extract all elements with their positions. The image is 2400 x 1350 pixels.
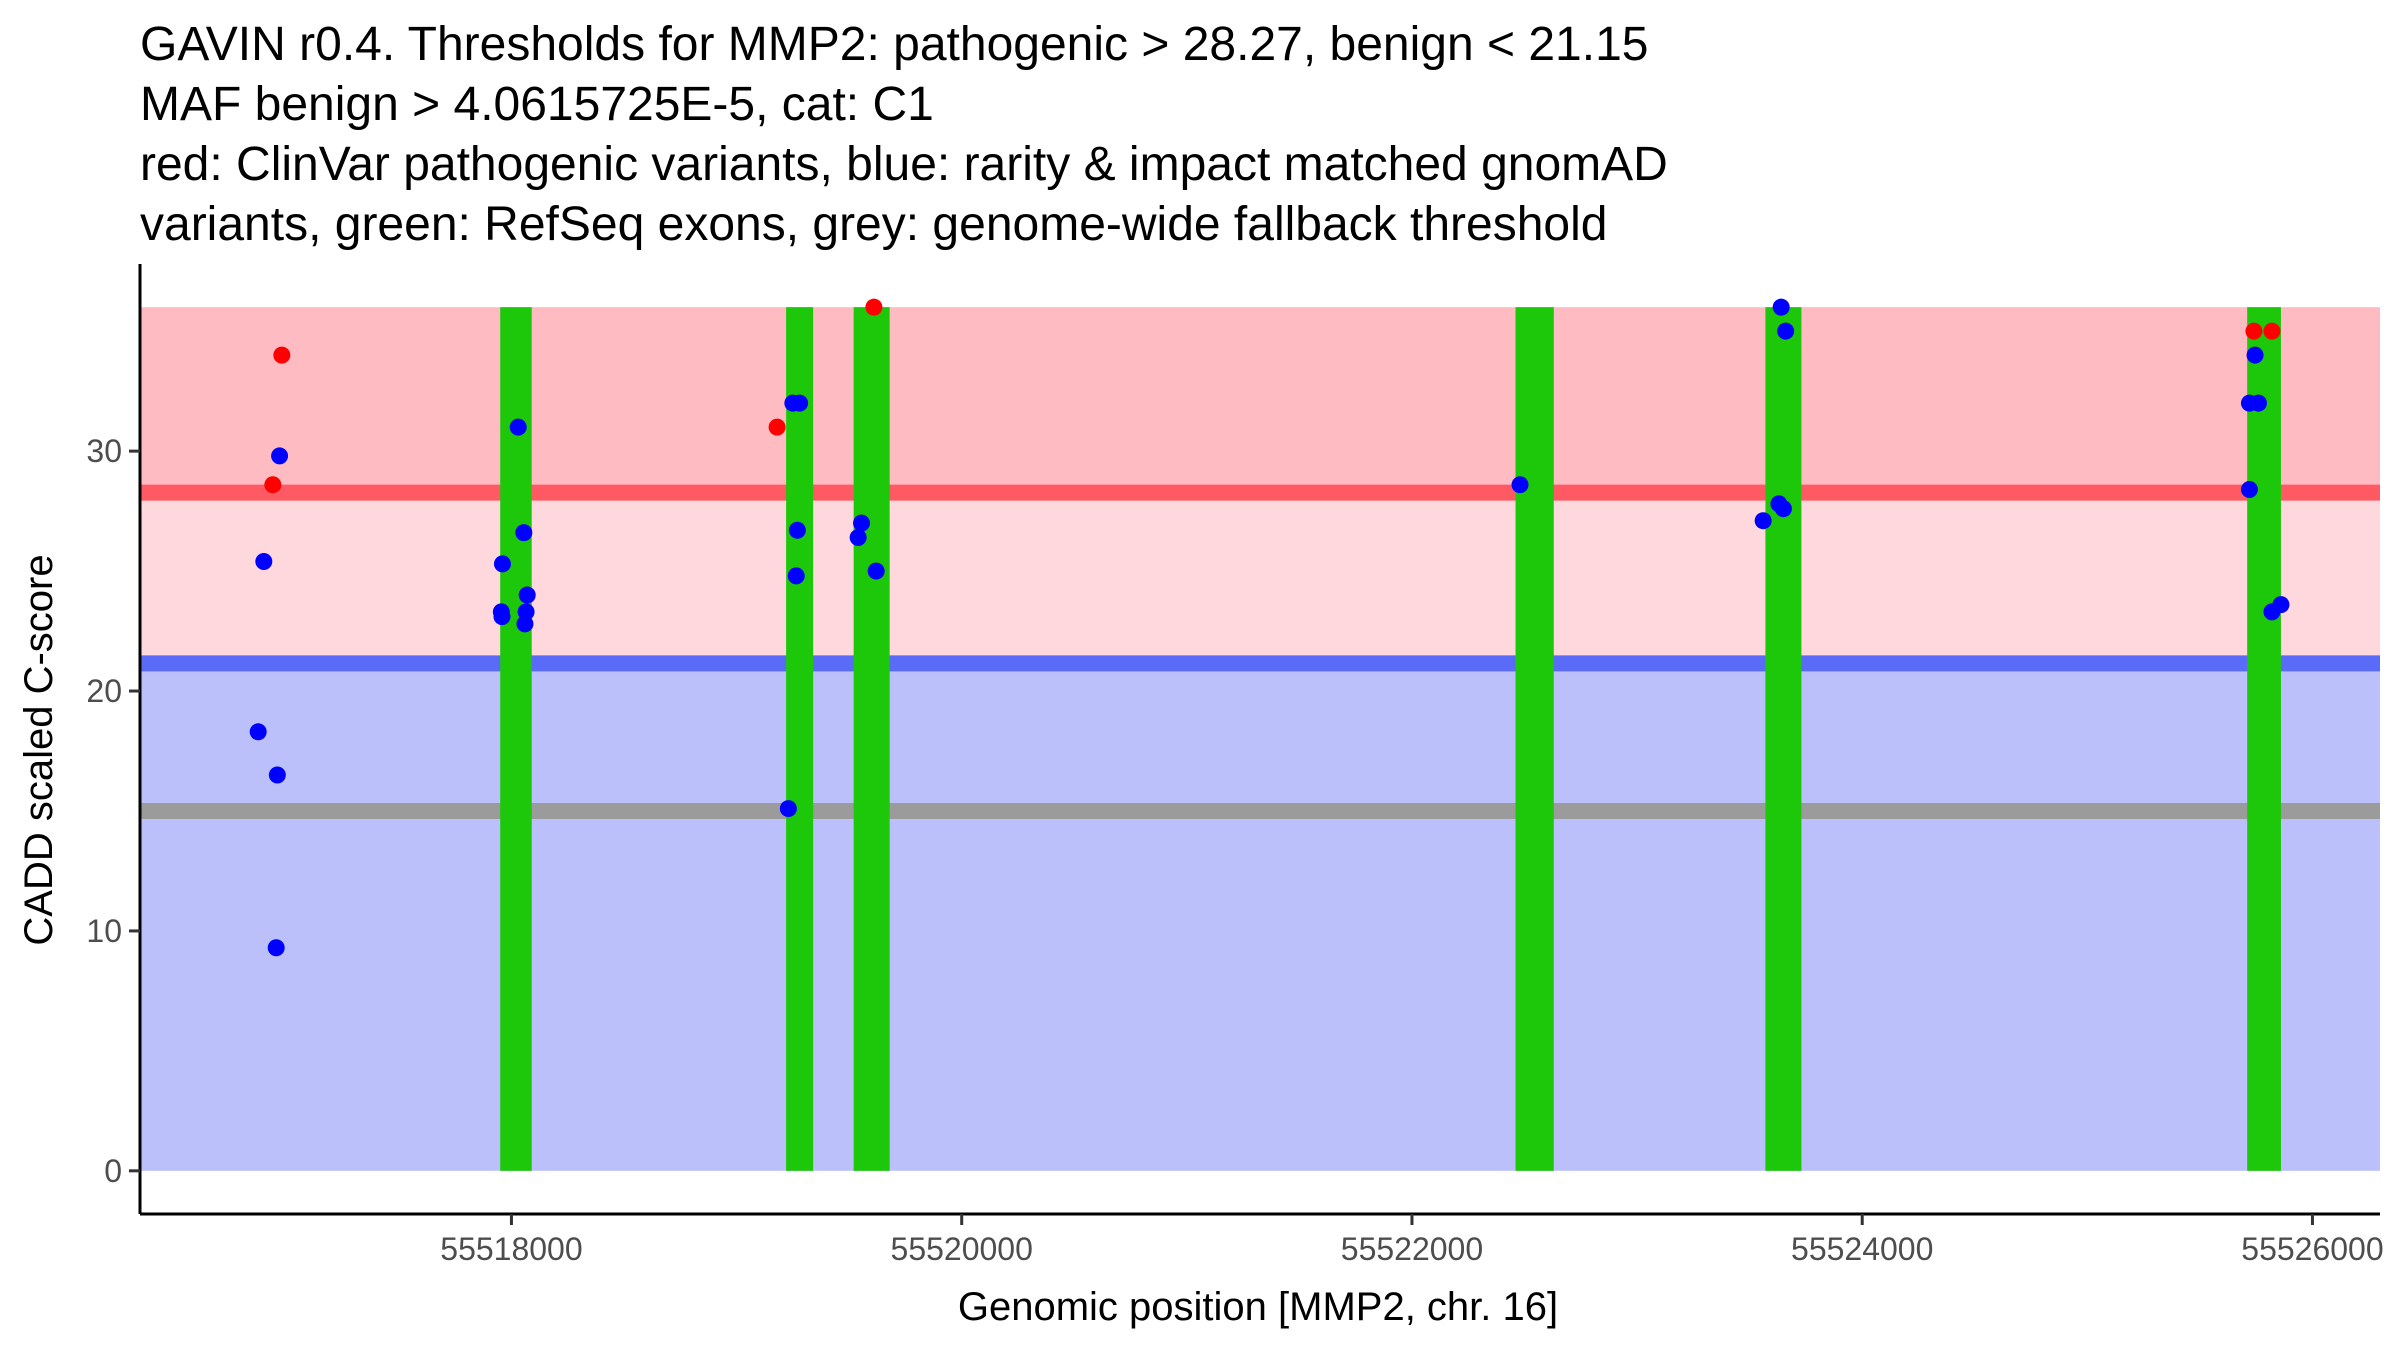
region-pathogenic xyxy=(140,307,2380,493)
pathogenic-variant-point xyxy=(273,346,291,364)
gnomad-variant-point xyxy=(791,394,809,412)
x-tick-label: 55524000 xyxy=(1791,1231,1933,1267)
x-tick-label: 55518000 xyxy=(440,1231,582,1267)
pathogenic-variant-point xyxy=(768,418,786,436)
y-tick-label: 10 xyxy=(86,913,122,949)
gnomad-variant-point xyxy=(787,567,805,585)
gnomad-variant-point xyxy=(849,528,867,546)
x-axis-title: Genomic position [MMP2, chr. 16] xyxy=(958,1285,1558,1329)
gnomad-variant-point xyxy=(516,615,534,633)
pathogenic-variant-point xyxy=(865,298,883,316)
gnomad-variant-point xyxy=(493,555,511,573)
exon-bar-1 xyxy=(500,307,532,1171)
gnomad-variant-point xyxy=(271,447,289,465)
axes: 55518000 55520000 55522000 55524000 55526000… xyxy=(86,264,2384,1267)
gnomad-variant-point xyxy=(1772,298,1790,316)
title-line-1: GAVIN r0.4. Thresholds for MMP2: pathoge… xyxy=(140,18,1648,71)
gnomad-variant-point xyxy=(2246,346,2264,364)
exon-bar-5 xyxy=(1765,307,1802,1171)
gnomad-variant-point xyxy=(509,418,527,436)
exon-bar-2 xyxy=(786,307,814,1171)
x-tick-label: 55526000 xyxy=(2241,1231,2383,1267)
pathogenic-variant-point xyxy=(264,476,282,494)
gnomad-variant-point xyxy=(515,524,533,542)
x-tick-label: 55522000 xyxy=(1341,1231,1483,1267)
x-axis-ticks: 55518000 55520000 55522000 55524000 55526000 xyxy=(440,1214,2384,1267)
gnomad-variant-point xyxy=(853,514,871,532)
region-intermediate xyxy=(140,492,2380,664)
gnomad-variant-point xyxy=(2240,481,2258,499)
y-axis-title: CADD scaled C-score xyxy=(17,554,61,945)
gnomad-variant-point xyxy=(2272,596,2290,614)
plot-area xyxy=(140,298,2380,1171)
y-axis-ticks: 0 10 20 30 xyxy=(86,433,140,1189)
gnomad-variant-point xyxy=(249,723,267,741)
title-line-4: variants, green: RefSeq exons, grey: gen… xyxy=(140,198,1607,251)
gnomad-variant-point xyxy=(268,766,286,784)
pathogenic-variant-point xyxy=(2245,322,2263,340)
y-tick-label: 20 xyxy=(86,673,122,709)
gnomad-variant-point xyxy=(788,521,806,539)
title-line-3: red: ClinVar pathogenic variants, blue: … xyxy=(140,138,1668,191)
y-tick-label: 30 xyxy=(86,433,122,469)
exon-bar-3 xyxy=(853,307,890,1171)
gnomad-variant-point xyxy=(1777,322,1795,340)
exon-bar-4 xyxy=(1515,307,1554,1171)
gnomad-variant-point xyxy=(1754,512,1772,530)
gnomad-variant-point xyxy=(267,939,285,957)
y-tick-label: 0 xyxy=(104,1153,122,1189)
threshold-regions xyxy=(140,307,2380,1171)
x-tick-label: 55520000 xyxy=(891,1231,1033,1267)
gnomad-variant-point xyxy=(779,800,797,818)
gnomad-variant-point xyxy=(1511,476,1529,494)
variant-points xyxy=(249,298,2290,957)
gnomad-variant-point xyxy=(2249,394,2267,412)
chart-title: GAVIN r0.4. Thresholds for MMP2: pathoge… xyxy=(140,18,1668,251)
exon-bars xyxy=(500,307,2281,1171)
region-benign xyxy=(140,663,2380,1171)
pathogenic-variant-point xyxy=(2263,322,2281,340)
gnomad-variant-point xyxy=(255,552,273,570)
gnomad-variant-point xyxy=(1774,500,1792,518)
gnomad-variant-point xyxy=(518,586,536,604)
gnomad-variant-point xyxy=(493,608,511,626)
title-line-2: MAF benign > 4.0615725E-5, cat: C1 xyxy=(140,78,934,131)
exon-bar-6 xyxy=(2247,307,2281,1171)
gnomad-variant-point xyxy=(867,562,885,580)
